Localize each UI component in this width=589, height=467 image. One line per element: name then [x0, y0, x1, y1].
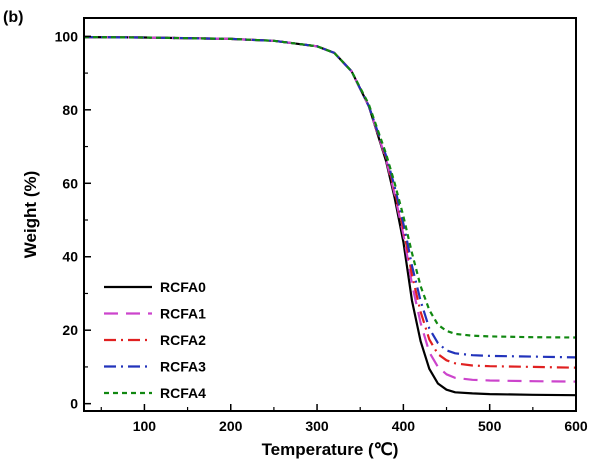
- y-axis-title: Weight (%): [21, 171, 40, 259]
- x-axis: 100 200 300 400 500 600: [100, 404, 588, 434]
- plot-frame: [83, 17, 577, 412]
- x-axis-title: Temperature (℃): [262, 440, 399, 459]
- legend-label-rcfa3: RCFA3: [160, 359, 206, 375]
- series-line-rcfa4: [84, 36, 576, 339]
- x-tick-label: 600: [564, 418, 588, 434]
- y-tick-label: 0: [70, 396, 78, 412]
- series-line-rcfa2: [84, 36, 576, 369]
- y-tick-label: 60: [62, 175, 78, 191]
- x-tick-label: 400: [392, 418, 416, 434]
- series-line-rcfa1: [84, 36, 576, 383]
- x-tick-label: 200: [219, 418, 243, 434]
- x-tick-label: 500: [478, 418, 502, 434]
- y-tick-label: 20: [62, 322, 78, 338]
- y-tick-label: 100: [55, 28, 79, 44]
- legend: RCFA0 RCFA1 RCFA2 RCFA3 RCFA4: [104, 279, 206, 401]
- x-tick-label: 100: [133, 418, 157, 434]
- legend-label-rcfa0: RCFA0: [160, 279, 206, 295]
- series-line-rcfa0: [84, 36, 576, 397]
- panel-label: (b): [3, 9, 23, 26]
- y-tick-label: 80: [62, 102, 78, 118]
- plot-area: [84, 36, 576, 397]
- legend-label-rcfa1: RCFA1: [160, 306, 206, 322]
- y-tick-label: 40: [62, 249, 78, 265]
- legend-label-rcfa2: RCFA2: [160, 332, 206, 348]
- legend-label-rcfa4: RCFA4: [160, 385, 206, 401]
- x-tick-label: 300: [305, 418, 329, 434]
- y-axis: 0 20 40 60 80 100: [55, 28, 91, 412]
- series-line-rcfa3: [84, 36, 576, 359]
